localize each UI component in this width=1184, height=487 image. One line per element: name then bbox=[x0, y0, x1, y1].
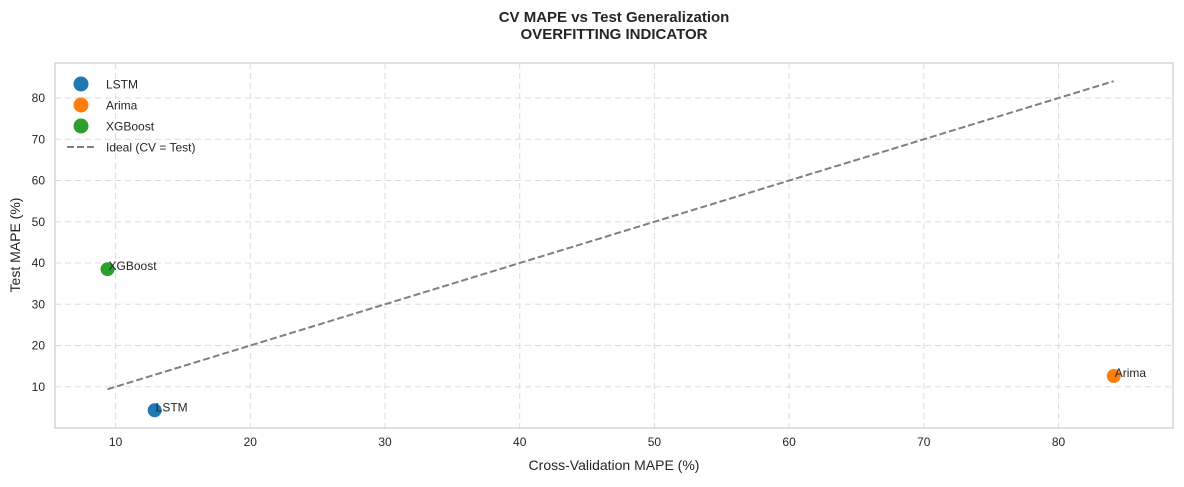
point-arima bbox=[1105, 368, 1122, 385]
chart-marks: LSTM Arima XGBoost bbox=[99, 80, 1147, 419]
x-tick-label: 60 bbox=[782, 435, 796, 449]
y-tick-label: 30 bbox=[32, 297, 46, 311]
chart-title-line1: CV MAPE vs Test Generalization bbox=[499, 9, 730, 26]
point-xgboost bbox=[99, 261, 116, 278]
x-axis-label: Cross-Validation MAPE (%) bbox=[529, 457, 700, 473]
x-tick-label: 80 bbox=[1052, 435, 1066, 449]
y-tick-label: 40 bbox=[32, 256, 46, 270]
plot-frame bbox=[54, 62, 1174, 429]
y-tick-label: 20 bbox=[32, 339, 46, 353]
point-label-arima: Arima bbox=[1115, 366, 1147, 380]
y-tick-label: 50 bbox=[32, 215, 46, 229]
legend-label-xgboost: XGBoost bbox=[106, 120, 155, 134]
x-tick-label: 70 bbox=[917, 435, 931, 449]
legend-marker-xgboost bbox=[73, 118, 89, 134]
y-axis-ticks: 10 20 30 40 50 60 70 80 bbox=[32, 91, 46, 394]
legend-marker-arima bbox=[73, 97, 89, 113]
y-axis-label: Test MAPE (%) bbox=[7, 198, 23, 293]
grid-lines bbox=[55, 63, 1173, 428]
y-tick-label: 70 bbox=[32, 132, 46, 146]
legend: LSTM Arima XGBoost Ideal (CV = Test) bbox=[67, 76, 195, 155]
x-tick-label: 50 bbox=[648, 435, 662, 449]
legend-label-arima: Arima bbox=[106, 99, 138, 113]
y-tick-label: 60 bbox=[32, 174, 46, 188]
y-tick-label: 10 bbox=[32, 380, 46, 394]
x-tick-label: 40 bbox=[513, 435, 527, 449]
ideal-line bbox=[107, 80, 1115, 391]
x-tick-label: 20 bbox=[244, 435, 258, 449]
legend-marker-lstm bbox=[73, 76, 89, 92]
x-axis-ticks: 10 20 30 40 50 60 70 80 bbox=[109, 435, 1066, 449]
chart-title-line2: OVERFITTING INDICATOR bbox=[521, 26, 708, 43]
point-label-lstm: LSTM bbox=[156, 400, 188, 414]
point-label-xgboost: XGBoost bbox=[109, 259, 158, 273]
x-tick-label: 10 bbox=[109, 435, 123, 449]
x-tick-label: 30 bbox=[378, 435, 392, 449]
y-tick-label: 80 bbox=[32, 91, 46, 105]
legend-label-lstm: LSTM bbox=[106, 78, 138, 92]
point-lstm bbox=[146, 402, 163, 419]
legend-label-ideal: Ideal (CV = Test) bbox=[106, 141, 195, 155]
